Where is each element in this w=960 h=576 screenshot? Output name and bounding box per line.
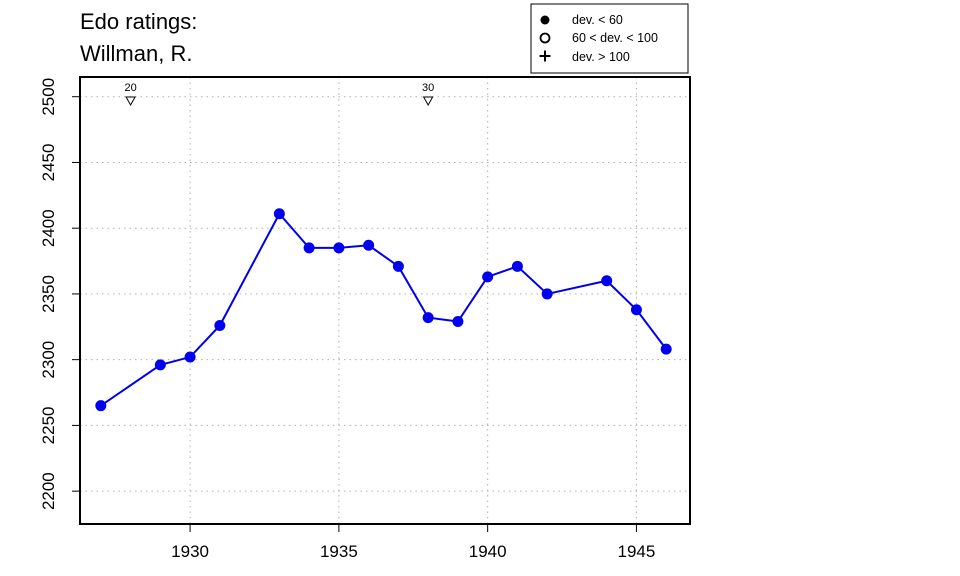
data-point [452,316,464,328]
x-tick-label: 1935 [320,542,358,561]
chart-title-line-2: Willman, R. [80,41,192,66]
data-point [422,312,434,324]
chart-title: Edo ratings: Willman, R. [80,9,197,66]
grid-lines [80,77,690,524]
x-tick-label: 1930 [171,542,209,561]
data-point [482,271,494,283]
legend-open-circle-icon [539,32,551,44]
y-tick-label: 2450 [39,144,58,182]
chart-title-line-1: Edo ratings: [80,9,197,34]
data-point [273,208,285,220]
legend-filled-circle-icon [540,15,550,25]
data-point [660,343,672,355]
y-tick-label: 2350 [39,275,58,313]
marker-label: 30 [422,82,434,94]
data-point [363,239,375,251]
legend-label-mid: 60 < dev. < 100 [572,31,658,45]
y-axis: 2200 2250 2300 2350 2400 2450 2500 [39,78,80,510]
data-point [184,351,196,363]
data-point [392,260,404,272]
legend: dev. < 60 60 < dev. < 100 dev. > 100 [530,3,689,74]
data-point [95,400,107,412]
y-tick-label: 2200 [39,472,58,510]
legend-label-high: dev. > 100 [572,50,630,64]
top-markers: 20 30 [124,82,434,107]
data-point [214,319,226,331]
marker-triangle-icon [422,96,434,107]
marker-triangle-icon [125,96,136,107]
x-tick-label: 1945 [618,542,656,561]
data-point [154,359,166,371]
y-tick-label: 2400 [39,209,58,247]
legend-label-low: dev. < 60 [572,13,623,27]
legend-plus-icon [539,50,551,62]
legend-box [530,3,689,74]
y-tick-label: 2300 [39,341,58,379]
data-point [511,260,523,272]
x-axis: 1930 1935 1940 1945 [171,524,655,561]
data-point [630,304,642,316]
series-line [100,211,667,407]
data-point [333,242,345,254]
rating-series [95,208,672,412]
y-tick-label: 2250 [39,406,58,444]
x-tick-label: 1940 [469,542,507,561]
data-point [541,288,553,300]
y-tick-label: 2500 [39,78,58,116]
data-point [303,242,315,254]
marker-label: 20 [124,82,136,94]
plot-frame [79,76,691,525]
data-point [601,275,613,287]
